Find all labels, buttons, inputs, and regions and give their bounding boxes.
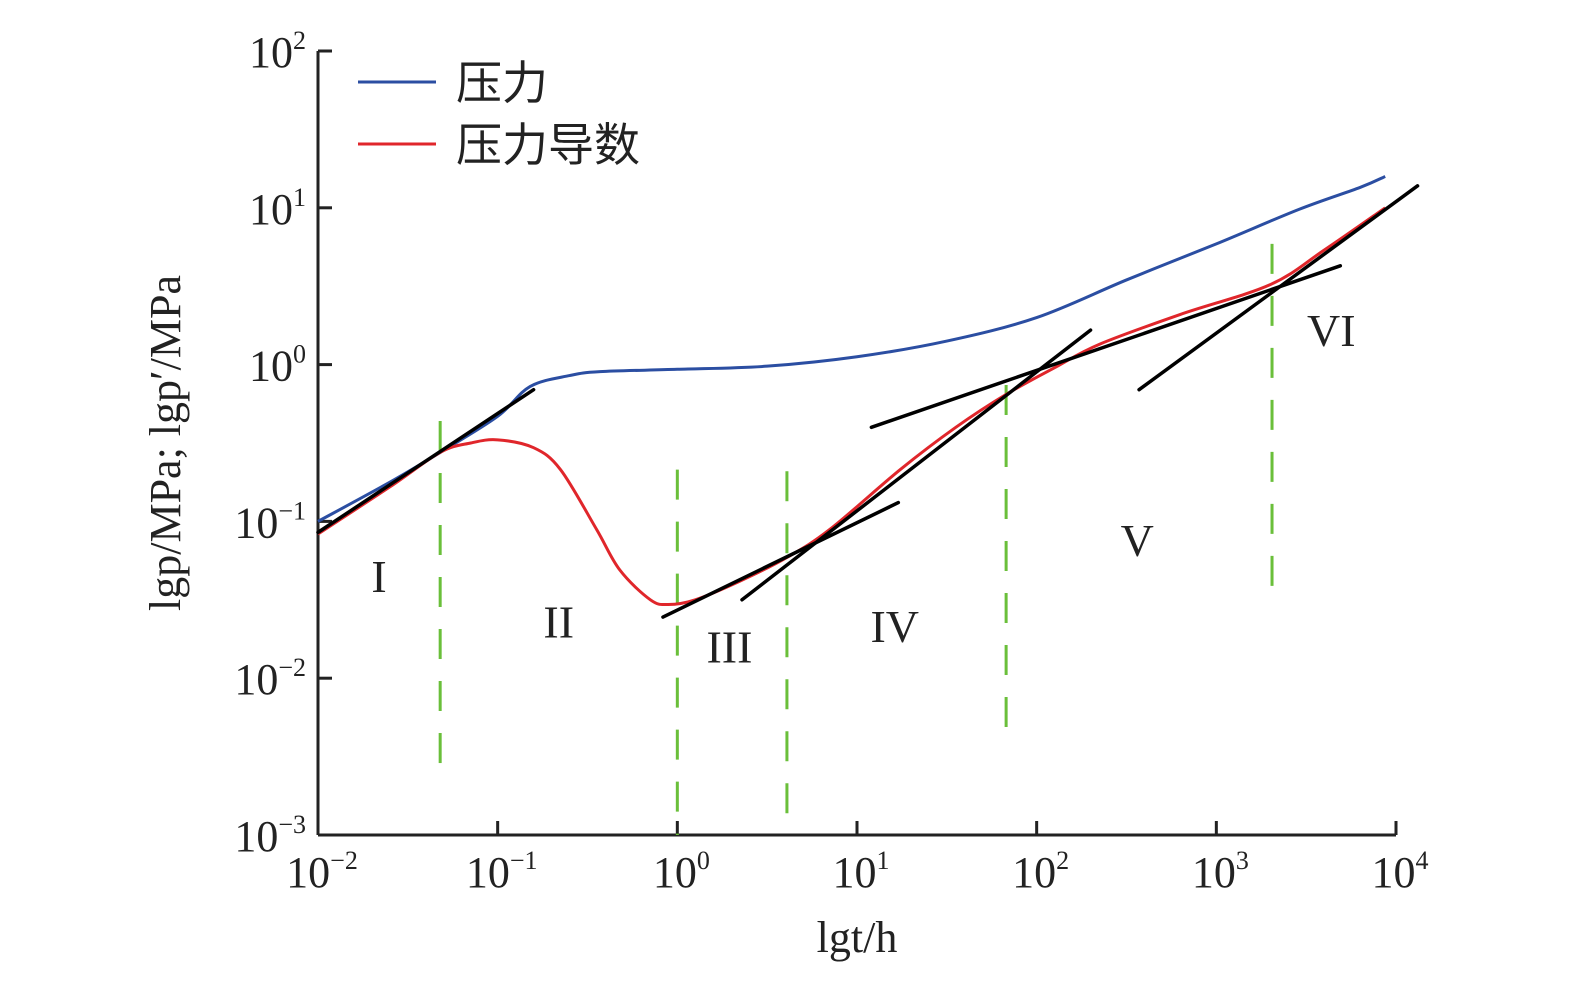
tangent-line [661,500,901,619]
y-tick-label: 10−2 [234,653,306,704]
x-tick-label: 103 [1192,846,1249,897]
region-label: IV [870,601,919,652]
x-tick-label: 10−1 [466,846,538,897]
x-tick-label: 101 [833,846,890,897]
tangent-line [869,264,1343,430]
x-tick-label: 104 [1372,846,1429,897]
legend-label: 压力 [456,56,548,110]
region-label: V [1121,515,1154,566]
series-line-pressure [317,175,1386,523]
region-label: II [543,596,574,647]
x-axis-title: lgt/h [817,913,898,962]
x-tick-label: 10−2 [286,846,358,897]
tangent-line [740,328,1093,602]
y-tick-label: 100 [249,340,306,391]
series-line-pressure-derivative [317,206,1387,607]
tangent-line [1137,184,1420,392]
region-label: III [706,622,752,673]
region-label: I [371,551,386,602]
y-tick-label: 102 [249,26,306,77]
y-tick-label: 101 [249,183,306,234]
y-tick-label: 10−3 [234,810,306,861]
y-tick-label: 10−1 [234,496,306,547]
x-tick-label: 102 [1012,846,1069,897]
y-axis-title: lgp/MPa; lgp′/MPa [141,275,190,611]
legend-label: 压力导数 [456,118,640,172]
tangent-line [316,387,536,535]
region-label: VI [1307,305,1356,356]
x-tick-label: 100 [653,846,710,897]
